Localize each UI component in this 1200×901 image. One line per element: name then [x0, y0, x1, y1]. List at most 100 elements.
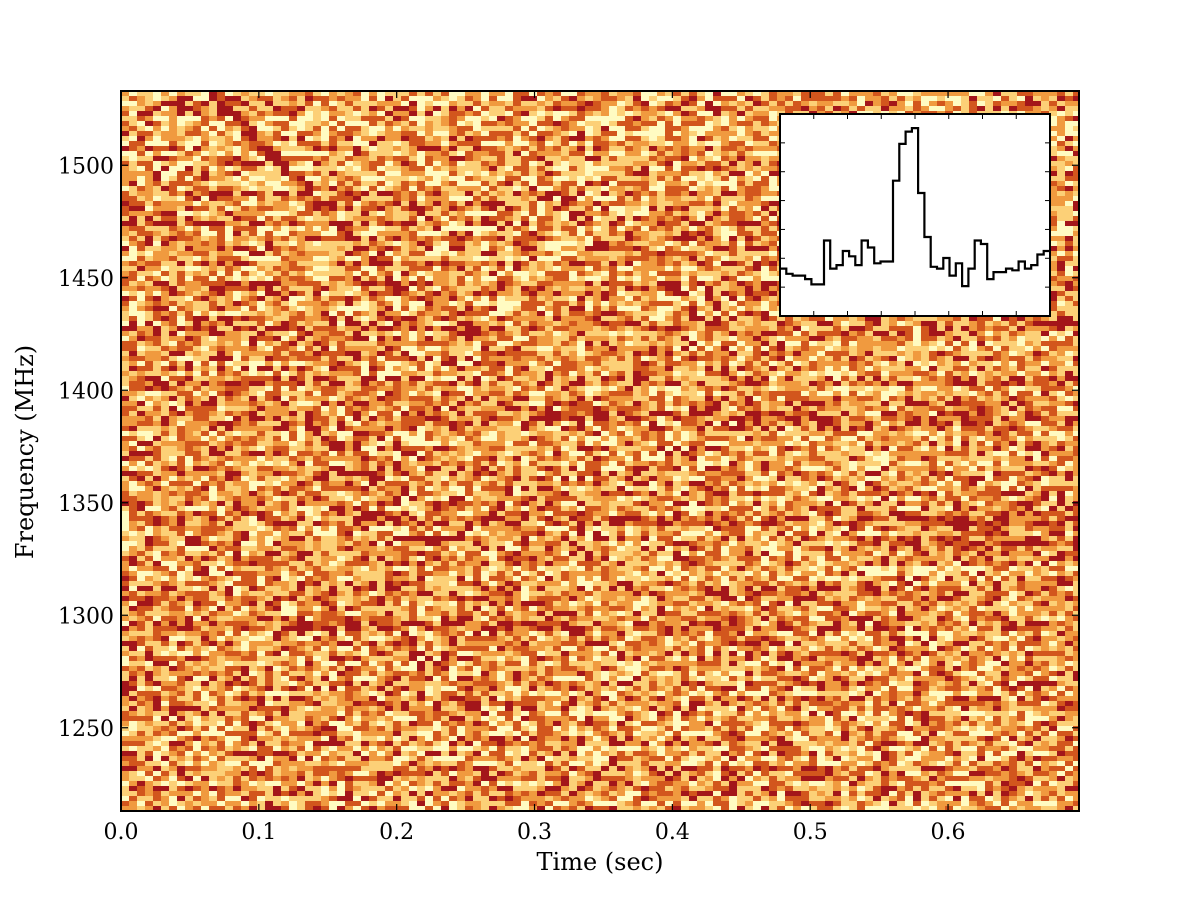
heatmap-cell — [1065, 146, 1074, 152]
heatmap-cell — [529, 176, 538, 182]
heatmap-cell — [569, 206, 578, 212]
heatmap-cell — [489, 186, 498, 192]
heatmap-cell — [705, 121, 714, 127]
heatmap-cell — [273, 221, 282, 227]
heatmap-cell — [441, 191, 450, 197]
heatmap-cell — [705, 266, 714, 272]
heatmap-cell — [961, 96, 970, 102]
heatmap-cell — [353, 271, 362, 277]
heatmap-cell — [121, 161, 130, 167]
heatmap-cell — [1057, 176, 1066, 182]
heatmap-cell — [185, 141, 194, 147]
heatmap-cell — [401, 146, 410, 152]
heatmap-cell — [681, 181, 690, 187]
heatmap-cell — [153, 166, 162, 172]
heatmap-cell — [353, 96, 362, 102]
heatmap-cell — [441, 231, 450, 237]
heatmap-cell — [441, 281, 450, 287]
heatmap-cell — [441, 206, 450, 212]
heatmap-cell — [217, 271, 226, 277]
heatmap-cell — [737, 96, 746, 102]
heatmap-cell — [697, 281, 706, 287]
heatmap-cell — [761, 221, 770, 227]
heatmap-cell — [385, 176, 394, 182]
heatmap-cell — [329, 101, 338, 107]
heatmap-cell — [313, 131, 322, 137]
heatmap-cell — [537, 206, 546, 212]
heatmap-cell — [417, 146, 426, 152]
heatmap-cell — [201, 116, 210, 122]
heatmap-cell — [177, 231, 186, 237]
heatmap-cell — [449, 166, 458, 172]
heatmap-cell — [329, 186, 338, 192]
heatmap-cell — [585, 121, 594, 127]
heatmap-cell — [337, 206, 346, 212]
heatmap-cell — [489, 146, 498, 152]
heatmap-cell — [401, 141, 410, 147]
heatmap-cell — [129, 251, 138, 257]
heatmap-cell — [601, 291, 610, 297]
heatmap-cell — [553, 136, 562, 142]
heatmap-cell — [329, 151, 338, 157]
heatmap-cell — [465, 216, 474, 222]
heatmap-cell — [257, 156, 266, 162]
heatmap-cell — [1073, 196, 1080, 202]
heatmap-cell — [185, 161, 194, 167]
heatmap-cell — [649, 261, 658, 267]
heatmap-cell — [569, 231, 578, 237]
heatmap-cell — [393, 261, 402, 267]
heatmap-cell — [673, 241, 682, 247]
heatmap-cell — [761, 246, 770, 252]
heatmap-cell — [329, 191, 338, 197]
heatmap-cell — [177, 211, 186, 217]
heatmap-cell — [121, 251, 130, 257]
heatmap-cell — [417, 151, 426, 157]
heatmap-cell — [385, 186, 394, 192]
heatmap-cell — [617, 291, 626, 297]
heatmap-cell — [737, 221, 746, 227]
heatmap-cell — [449, 176, 458, 182]
heatmap-cell — [921, 101, 930, 107]
heatmap-cell — [161, 186, 170, 192]
heatmap-cell — [529, 101, 538, 107]
heatmap-cell — [769, 256, 778, 262]
heatmap-cell — [873, 101, 882, 107]
heatmap-cell — [697, 191, 706, 197]
heatmap-cell — [361, 231, 370, 237]
heatmap-cell — [161, 226, 170, 232]
heatmap-cell — [761, 126, 770, 132]
heatmap-cell — [289, 121, 298, 127]
heatmap-cell — [449, 251, 458, 257]
heatmap-cell — [689, 231, 698, 237]
heatmap-cell — [577, 246, 586, 252]
heatmap-cell — [705, 96, 714, 102]
heatmap-cell — [697, 106, 706, 112]
heatmap-cell — [761, 141, 770, 147]
heatmap-cell — [649, 226, 658, 232]
heatmap-cell — [505, 156, 514, 162]
heatmap-cell — [273, 136, 282, 142]
heatmap-cell — [705, 256, 714, 262]
heatmap-cell — [329, 116, 338, 122]
heatmap-cell — [769, 126, 778, 132]
heatmap-cell — [1049, 161, 1058, 167]
heatmap-cell — [1065, 281, 1074, 287]
heatmap-cell — [641, 281, 650, 287]
heatmap-cell — [369, 186, 378, 192]
heatmap-cell — [497, 126, 506, 132]
heatmap-cell — [305, 146, 314, 152]
heatmap-cell — [329, 211, 338, 217]
heatmap-cell — [545, 221, 554, 227]
heatmap-cell — [569, 136, 578, 142]
heatmap-cell — [601, 276, 610, 282]
heatmap-cell — [513, 286, 522, 292]
heatmap-cell — [1049, 131, 1058, 137]
heatmap-cell — [609, 261, 618, 267]
heatmap-cell — [537, 126, 546, 132]
heatmap-cell — [465, 176, 474, 182]
heatmap-cell — [201, 206, 210, 212]
heatmap-cell — [393, 216, 402, 222]
heatmap-cell — [529, 246, 538, 252]
heatmap-cell — [249, 96, 258, 102]
heatmap-cell — [145, 196, 154, 202]
